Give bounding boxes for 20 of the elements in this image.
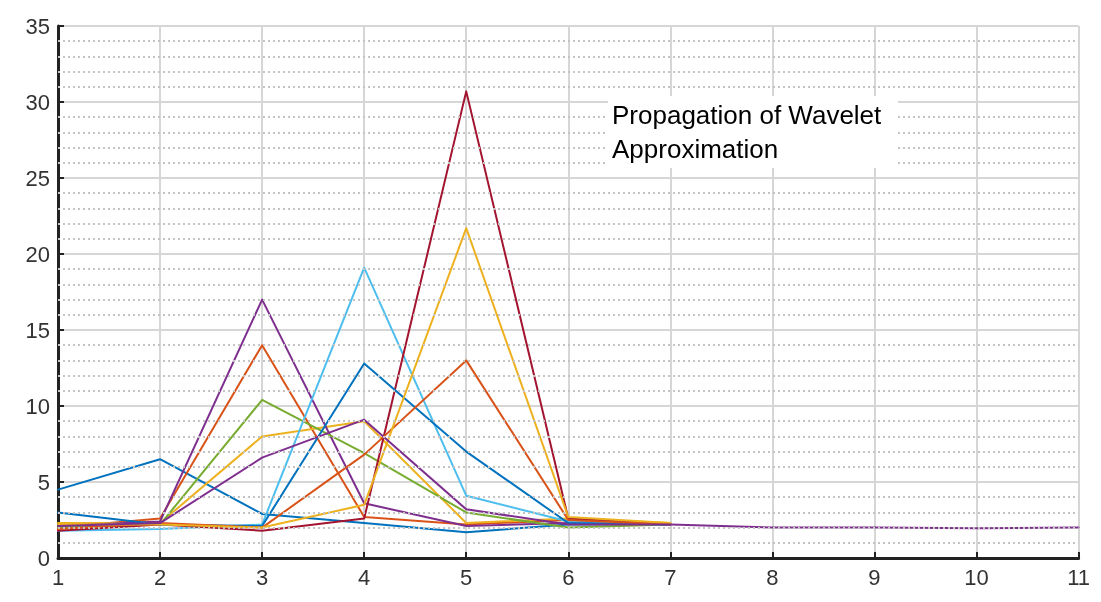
x-tick-label: 10 — [964, 564, 989, 590]
x-tick-label: 3 — [255, 564, 269, 590]
x-tick-label: 11 — [1067, 564, 1090, 590]
x-tick-label: 9 — [868, 564, 881, 590]
y-tick-label: 0 — [37, 545, 50, 571]
x-tick-label: 8 — [766, 564, 779, 590]
y-tick-label: 30 — [25, 89, 50, 115]
x-tick-label: 6 — [562, 564, 575, 590]
y-tick-label: 15 — [25, 317, 50, 343]
y-tick-label: 5 — [37, 469, 50, 495]
x-tick-label: 1 — [51, 564, 65, 590]
y-tick-label: 10 — [25, 393, 50, 419]
x-tick-label: 2 — [153, 564, 167, 590]
x-tick-label: 7 — [664, 564, 677, 590]
x-tick-label: 4 — [358, 564, 371, 590]
x-tick-label: 5 — [460, 564, 473, 590]
y-tick-label: 25 — [25, 165, 50, 191]
y-tick-label: 35 — [25, 13, 50, 39]
y-tick-label: 20 — [25, 241, 50, 267]
annotation: Propagation of Wavelet Approximation — [612, 100, 889, 164]
